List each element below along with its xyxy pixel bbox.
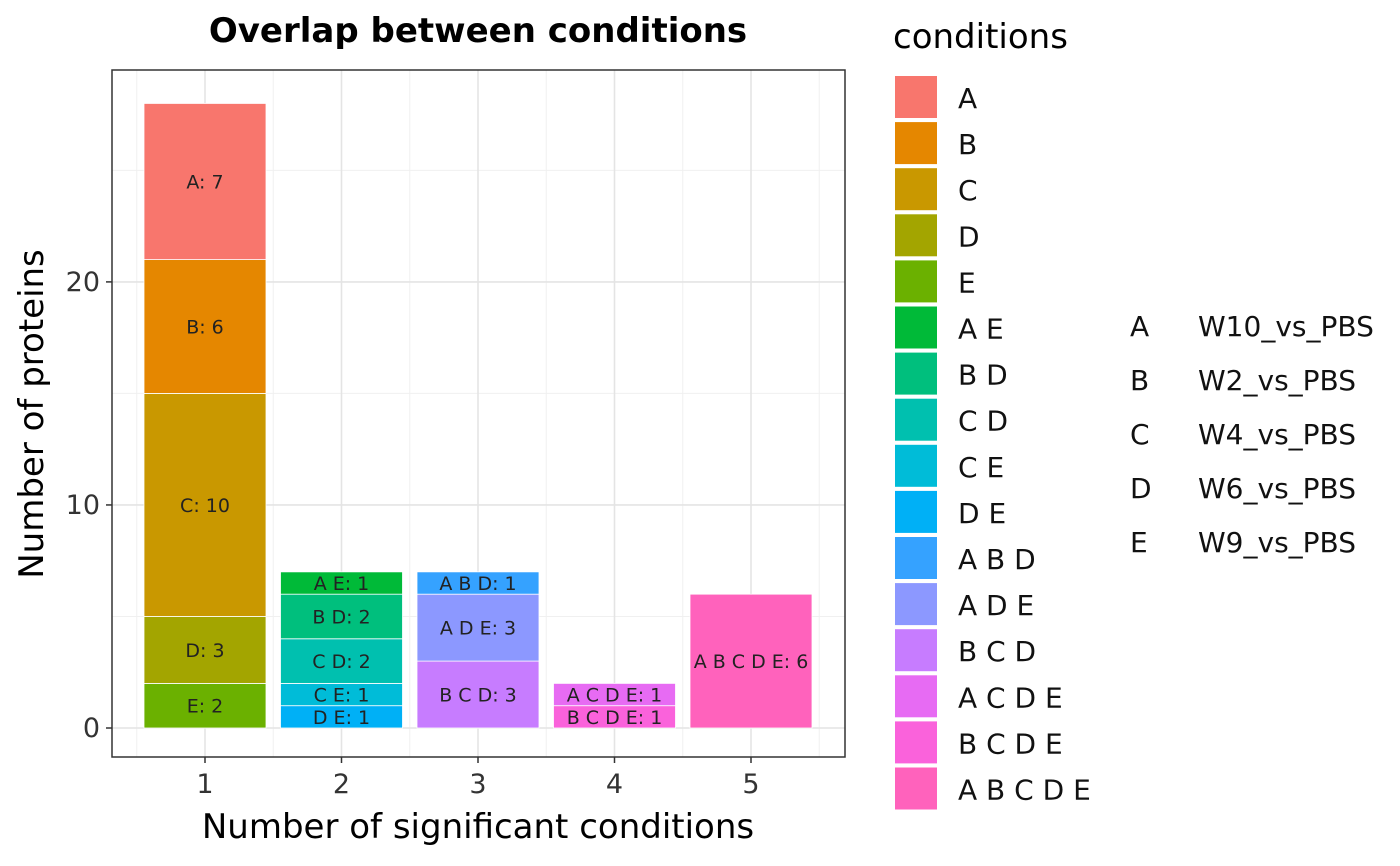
condition-letter: C	[1130, 418, 1150, 451]
x-tick-label: 2	[333, 769, 350, 800]
x-tick-label: 1	[196, 769, 213, 800]
legend-label: C D	[958, 405, 1008, 438]
bar-segment	[280, 638, 403, 684]
legend-key	[895, 122, 937, 165]
condition-letter: E	[1130, 526, 1148, 559]
bar-segment-label: A C D E: 1	[567, 685, 663, 707]
bar-segment-label: A E: 1	[314, 573, 370, 595]
condition-letter: B	[1130, 364, 1149, 397]
bar-segment-label: A B D: 1	[439, 573, 516, 595]
legend-label: D	[958, 220, 980, 253]
legend-label: A D E	[958, 589, 1034, 622]
condition-letter: A	[1130, 310, 1149, 343]
legend-key	[895, 352, 937, 395]
legend-key	[895, 629, 937, 672]
legend-label: A B C D E	[958, 774, 1091, 807]
legend-key	[895, 398, 937, 441]
legend-label: B C D	[958, 635, 1036, 668]
x-axis-ticks: 1 2 3 4 5	[196, 757, 760, 800]
legend-label: A B D	[958, 543, 1036, 576]
bar-segment	[280, 571, 403, 595]
bar-segment-label: E: 2	[187, 696, 224, 718]
condition-name: W9_vs_PBS	[1198, 526, 1356, 559]
condition-name: W4_vs_PBS	[1198, 418, 1356, 451]
legend-label: D E	[958, 497, 1006, 530]
bar-segment	[416, 571, 540, 595]
legend-key	[895, 168, 937, 211]
bar-segment	[689, 593, 813, 729]
bar-segment-label: B C D E: 1	[567, 707, 663, 729]
legend-label: A	[958, 82, 977, 115]
bar-stacks: E: 2 D: 3 C: 10 B: 6 A: 7 D E: 1C E: 1 C D: 2 B…	[143, 103, 813, 729]
legend-key	[895, 306, 937, 349]
y-tick-label: 10	[66, 490, 100, 521]
y-axis-title: Number of proteins	[12, 249, 52, 579]
x-tick-label: 4	[606, 769, 623, 800]
condition-letter: D	[1130, 472, 1152, 505]
bar-segment	[143, 682, 267, 729]
bar-segment	[143, 616, 267, 684]
bar-segment	[143, 259, 267, 394]
legend-key	[895, 444, 937, 487]
legend-label: A C D E	[958, 681, 1063, 714]
y-axis-ticks: 0 10 20	[66, 267, 112, 744]
bar-segment	[143, 103, 267, 260]
legend-key	[895, 767, 937, 810]
legend-key	[895, 583, 937, 626]
bar-segment-label: D E: 1	[313, 707, 370, 729]
legend-label: B C D E	[958, 727, 1063, 760]
legend-key	[895, 76, 937, 118]
bar-segment-label: B: 6	[186, 317, 224, 339]
bar-segment	[416, 660, 540, 729]
bar-segment-label: A: 7	[186, 172, 223, 194]
legend-key	[895, 490, 937, 533]
bar-segment-label: D: 3	[185, 640, 224, 662]
chart-title: Overlap between conditions	[209, 11, 747, 51]
x-tick-label: 3	[469, 769, 486, 800]
legend-key	[895, 537, 937, 579]
x-axis-title: Number of significant conditions	[202, 807, 754, 847]
legend-title: conditions	[893, 17, 1068, 57]
bar-segment-label: C: 10	[180, 495, 230, 517]
legend-label: C E	[958, 451, 1004, 484]
bar-segment-label: C E: 1	[314, 685, 370, 707]
legend-label: B	[958, 128, 977, 161]
legend-label: B D	[958, 359, 1008, 392]
condition-map: A W10_vs_PBS B W2_vs_PBS C W4_vs_PBS D W6_vs_PB…	[1130, 310, 1374, 559]
legend-key	[895, 214, 937, 257]
bar-segment	[416, 593, 540, 662]
y-tick-label: 0	[83, 713, 100, 744]
bar-segment	[143, 393, 267, 617]
x-tick-label: 5	[742, 769, 759, 800]
legend-label: C	[958, 174, 978, 207]
bar-segment-label: B C D: 3	[439, 685, 517, 707]
legend-key	[895, 260, 937, 303]
condition-name: W2_vs_PBS	[1198, 364, 1356, 397]
bar-segment-label: C D: 2	[312, 651, 370, 673]
bar-segment	[280, 593, 403, 640]
y-tick-label: 20	[66, 267, 100, 298]
bar-segment-label: A B C D E: 6	[694, 651, 809, 673]
bar-segment	[553, 682, 676, 707]
condition-name: W6_vs_PBS	[1198, 472, 1356, 505]
bar-segment-label: A D E: 3	[440, 618, 516, 640]
legend-label: A E	[958, 313, 1004, 346]
bar-segment-label: B D: 2	[312, 606, 370, 628]
legend-label: E	[958, 266, 976, 299]
legend-key	[895, 675, 937, 718]
legend-key	[895, 721, 937, 764]
condition-name: W10_vs_PBS	[1198, 310, 1374, 343]
